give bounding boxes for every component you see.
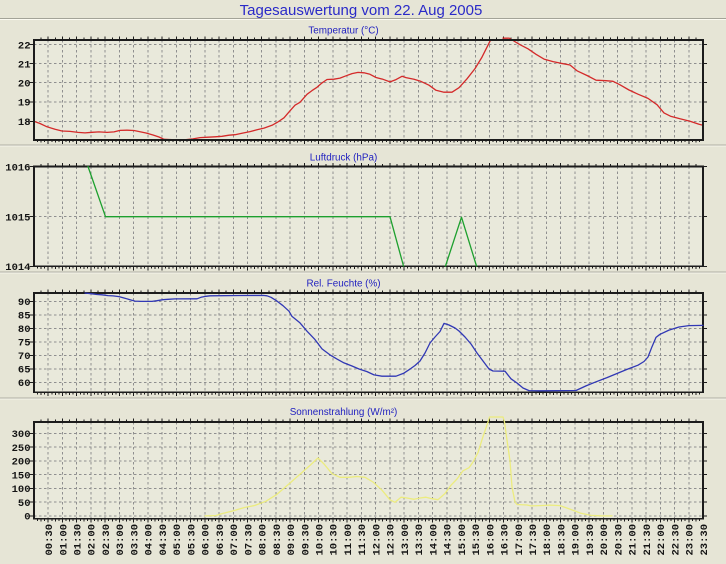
svg-text:15:00: 15:00 (457, 524, 469, 556)
svg-text:22:00: 22:00 (656, 524, 668, 556)
svg-text:00:30: 00:30 (44, 524, 56, 556)
svg-text:19:30: 19:30 (585, 524, 597, 556)
svg-text:11:30: 11:30 (357, 524, 369, 556)
svg-text:08:30: 08:30 (272, 524, 284, 556)
svg-text:75: 75 (18, 338, 31, 350)
svg-text:20:30: 20:30 (613, 524, 625, 556)
svg-text:1014: 1014 (5, 262, 30, 274)
svg-text:20: 20 (18, 78, 31, 90)
svg-text:300: 300 (12, 429, 31, 441)
svg-text:18:00: 18:00 (542, 524, 554, 556)
svg-text:17:00: 17:00 (514, 524, 526, 556)
svg-text:23:30: 23:30 (699, 524, 711, 556)
svg-text:16:00: 16:00 (485, 524, 497, 556)
svg-text:13:00: 13:00 (400, 524, 412, 556)
svg-text:01:30: 01:30 (73, 524, 85, 556)
svg-text:70: 70 (18, 351, 31, 363)
svg-text:Temperatur (°C): Temperatur (°C) (308, 25, 378, 36)
svg-text:18: 18 (18, 117, 31, 129)
svg-text:09:30: 09:30 (300, 524, 312, 556)
svg-text:07:00: 07:00 (229, 524, 241, 556)
svg-text:12:30: 12:30 (386, 524, 398, 556)
svg-text:17:30: 17:30 (528, 524, 540, 556)
svg-text:90: 90 (18, 297, 31, 309)
svg-text:16:30: 16:30 (500, 524, 512, 556)
svg-text:65: 65 (18, 365, 31, 377)
svg-text:06:30: 06:30 (215, 524, 227, 556)
svg-text:23:00: 23:00 (685, 524, 697, 556)
svg-text:01:00: 01:00 (58, 524, 70, 556)
svg-text:10:30: 10:30 (329, 524, 341, 556)
svg-text:03:30: 03:30 (129, 524, 141, 556)
svg-text:50: 50 (18, 498, 31, 510)
svg-text:12:00: 12:00 (371, 524, 383, 556)
svg-text:06:00: 06:00 (201, 524, 213, 556)
svg-text:08:00: 08:00 (258, 524, 270, 556)
svg-text:Sonnenstrahlung (W/m²): Sonnenstrahlung (W/m²) (290, 407, 398, 418)
svg-text:19:00: 19:00 (571, 524, 583, 556)
svg-text:22: 22 (18, 40, 31, 52)
svg-text:10:00: 10:00 (314, 524, 326, 556)
svg-text:18:30: 18:30 (556, 524, 568, 556)
svg-text:Tagesauswertung vom 22. Aug 20: Tagesauswertung vom 22. Aug 2005 (240, 2, 483, 19)
svg-text:04:00: 04:00 (144, 524, 156, 556)
svg-text:15:30: 15:30 (471, 524, 483, 556)
svg-text:03:00: 03:00 (115, 524, 127, 556)
svg-text:80: 80 (18, 324, 31, 336)
svg-text:11:00: 11:00 (343, 524, 355, 556)
svg-text:1015: 1015 (5, 213, 30, 225)
svg-text:05:00: 05:00 (172, 524, 184, 556)
svg-text:100: 100 (12, 484, 31, 496)
svg-text:14:00: 14:00 (428, 524, 440, 556)
svg-text:19: 19 (18, 98, 31, 110)
svg-text:05:30: 05:30 (186, 524, 198, 556)
svg-text:21:30: 21:30 (642, 524, 654, 556)
svg-text:150: 150 (12, 470, 31, 482)
svg-text:0: 0 (24, 512, 30, 524)
svg-text:Rel. Feuchte (%): Rel. Feuchte (%) (306, 278, 380, 289)
svg-text:60: 60 (18, 378, 31, 390)
svg-text:85: 85 (18, 311, 31, 323)
svg-text:09:00: 09:00 (286, 524, 298, 556)
svg-text:Luftdruck (hPa): Luftdruck (hPa) (310, 152, 378, 163)
svg-text:20:00: 20:00 (599, 524, 611, 556)
svg-text:1016: 1016 (5, 162, 30, 174)
svg-text:02:30: 02:30 (101, 524, 113, 556)
svg-text:22:30: 22:30 (670, 524, 682, 556)
svg-text:21:00: 21:00 (628, 524, 640, 556)
svg-text:04:30: 04:30 (158, 524, 170, 556)
svg-text:14:30: 14:30 (443, 524, 455, 556)
svg-text:250: 250 (12, 443, 31, 455)
svg-text:02:00: 02:00 (87, 524, 99, 556)
svg-text:07:30: 07:30 (243, 524, 255, 556)
svg-text:200: 200 (12, 457, 31, 469)
svg-text:21: 21 (18, 59, 31, 71)
svg-text:13:30: 13:30 (414, 524, 426, 556)
